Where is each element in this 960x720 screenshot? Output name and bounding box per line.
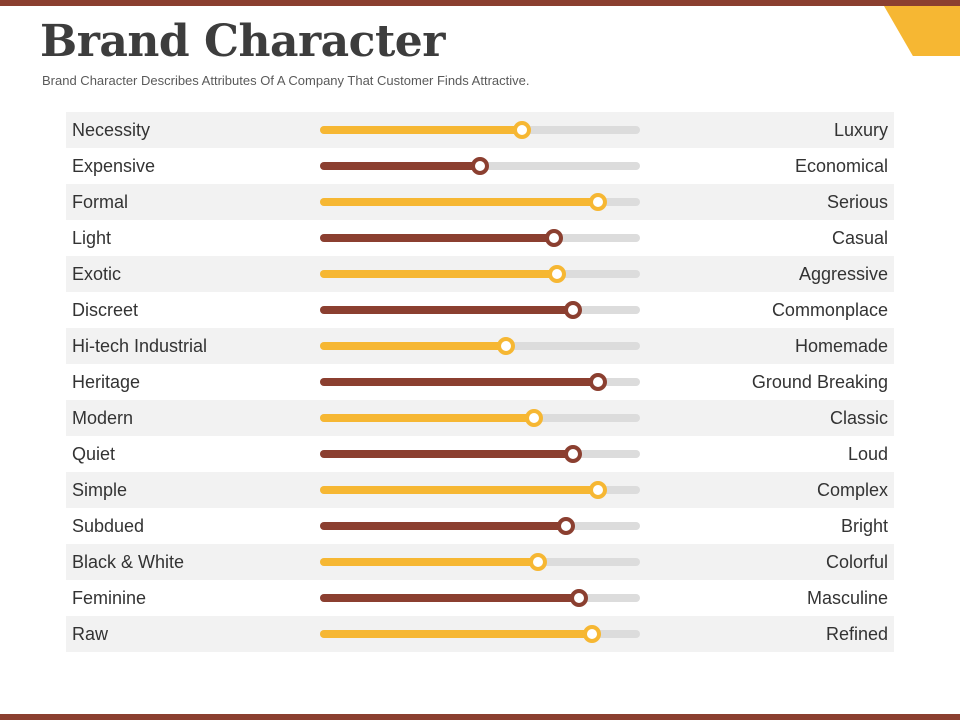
attribute-slider[interactable] — [320, 265, 640, 283]
bottom-accent-bar — [0, 714, 960, 720]
slider-fill — [320, 522, 566, 530]
brand-attribute-table: Necessity Luxury Expensive Economical Formal… — [66, 112, 894, 652]
slider-knob[interactable] — [589, 373, 607, 391]
slider-knob[interactable] — [513, 121, 531, 139]
attribute-row: Quiet Loud — [66, 436, 894, 472]
attribute-right-label: Bright — [840, 516, 888, 536]
slider-knob[interactable] — [557, 517, 575, 535]
slider-fill — [320, 126, 522, 134]
attribute-left-label: Quiet — [72, 444, 116, 464]
attribute-slider[interactable] — [320, 589, 640, 607]
attribute-row: Black & White Colorful — [66, 544, 894, 580]
attribute-left-label: Simple — [72, 480, 128, 500]
attribute-row: Hi-tech Industrial Homemade — [66, 328, 894, 364]
slider-fill — [320, 162, 480, 170]
attribute-row: Light Casual — [66, 220, 894, 256]
attribute-right-label: Complex — [816, 480, 888, 500]
attribute-slider[interactable] — [320, 301, 640, 319]
attribute-left-label: Subdued — [72, 516, 145, 536]
attribute-left-label: Expensive — [72, 156, 156, 176]
attribute-right-label: Homemade — [794, 336, 888, 356]
slider-fill — [320, 594, 579, 602]
attribute-right-label: Ground Breaking — [751, 372, 888, 392]
slider-fill — [320, 198, 598, 206]
attribute-right-label: Casual — [831, 228, 888, 248]
attribute-row: Formal Serious — [66, 184, 894, 220]
attribute-slider[interactable] — [320, 229, 640, 247]
attribute-slider[interactable] — [320, 373, 640, 391]
attribute-right-label: Refined — [825, 624, 888, 644]
slider-knob[interactable] — [525, 409, 543, 427]
attribute-left-label: Formal — [72, 192, 129, 212]
attribute-row: Expensive Economical — [66, 148, 894, 184]
slider-knob[interactable] — [564, 301, 582, 319]
attribute-slider[interactable] — [320, 157, 640, 175]
attribute-row: Heritage Ground Breaking — [66, 364, 894, 400]
top-accent-bar — [0, 0, 960, 6]
slider-knob[interactable] — [589, 193, 607, 211]
attribute-right-label: Commonplace — [771, 300, 888, 320]
attribute-right-label: Serious — [826, 192, 888, 212]
slider-fill — [320, 450, 573, 458]
attribute-right-label: Masculine — [806, 588, 888, 608]
attribute-slider[interactable] — [320, 121, 640, 139]
slide-title: Brand Character — [40, 16, 445, 67]
slide-subtitle: Brand Character Describes Attributes Of … — [42, 73, 530, 88]
slider-knob[interactable] — [570, 589, 588, 607]
attribute-row: Exotic Aggressive — [66, 256, 894, 292]
slider-fill — [320, 378, 598, 386]
attribute-left-label: Light — [72, 228, 112, 248]
attribute-row: Simple Complex — [66, 472, 894, 508]
attribute-left-label: Feminine — [72, 588, 147, 608]
attribute-slider[interactable] — [320, 193, 640, 211]
slider-knob[interactable] — [471, 157, 489, 175]
attribute-right-label: Colorful — [825, 552, 888, 572]
attribute-left-label: Heritage — [72, 372, 141, 392]
slider-knob[interactable] — [548, 265, 566, 283]
attribute-left-label: Black & White — [72, 552, 185, 572]
slider-fill — [320, 486, 598, 494]
attribute-left-label: Exotic — [72, 264, 122, 284]
attribute-row: Feminine Masculine — [66, 580, 894, 616]
attribute-row: Discreet Commonplace — [66, 292, 894, 328]
attribute-row: Raw Refined — [66, 616, 894, 652]
corner-accent-shape — [884, 6, 960, 56]
attribute-row: Modern Classic — [66, 400, 894, 436]
attribute-slider[interactable] — [320, 409, 640, 427]
slider-fill — [320, 342, 506, 350]
slider-knob[interactable] — [564, 445, 582, 463]
slider-knob[interactable] — [497, 337, 515, 355]
slider-fill — [320, 630, 592, 638]
attribute-right-label: Luxury — [833, 120, 888, 140]
slider-knob[interactable] — [583, 625, 601, 643]
slider-fill — [320, 270, 557, 278]
slider-knob[interactable] — [529, 553, 547, 571]
attribute-left-label: Modern — [72, 408, 134, 428]
attribute-slider[interactable] — [320, 625, 640, 643]
attribute-right-label: Classic — [829, 408, 888, 428]
slider-knob[interactable] — [589, 481, 607, 499]
attribute-row: Necessity Luxury — [66, 112, 894, 148]
attribute-left-label: Discreet — [72, 300, 139, 320]
attribute-slider[interactable] — [320, 445, 640, 463]
attribute-slider[interactable] — [320, 553, 640, 571]
attribute-right-label: Loud — [847, 444, 888, 464]
slider-fill — [320, 234, 554, 242]
attribute-left-label: Necessity — [72, 120, 151, 140]
slider-fill — [320, 414, 534, 422]
slider-knob[interactable] — [545, 229, 563, 247]
attribute-right-label: Aggressive — [798, 264, 888, 284]
attribute-slider[interactable] — [320, 481, 640, 499]
attribute-slider[interactable] — [320, 337, 640, 355]
attribute-left-label: Hi-tech Industrial — [72, 336, 208, 356]
attribute-row: Subdued Bright — [66, 508, 894, 544]
attribute-slider[interactable] — [320, 517, 640, 535]
attribute-left-label: Raw — [72, 624, 109, 644]
slider-fill — [320, 306, 573, 314]
attribute-right-label: Economical — [794, 156, 888, 176]
slider-fill — [320, 558, 538, 566]
